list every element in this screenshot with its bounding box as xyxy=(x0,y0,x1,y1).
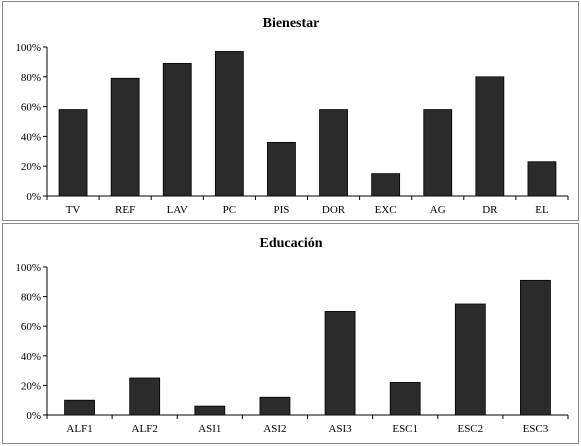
bar-ag xyxy=(423,109,453,197)
x-tick-label: AG xyxy=(430,204,446,216)
chart-panel-bienestar: Bienestar 0% 20% 40% 60% 80% 100% TV REF LAV PC PI… xyxy=(2,1,579,221)
bar-esc3 xyxy=(520,279,551,416)
bienestar-chart: Bienestar 0% 20% 40% 60% 80% 100% TV REF LAV PC PI… xyxy=(15,16,569,216)
bar-asi1 xyxy=(194,405,226,416)
chart-panel-educacion: Educación 0% 20% 40% 60% 80% 100% ALF1 ALF2 ASI1… xyxy=(2,223,579,444)
bar-dr xyxy=(475,76,505,197)
x-tick-label: DOR xyxy=(322,204,346,216)
bar-asi2 xyxy=(259,396,291,416)
y-tick-label: 80% xyxy=(21,72,41,84)
x-tick-label: PIS xyxy=(273,204,289,216)
bar-alf1 xyxy=(64,399,95,416)
y-tick-label: 0% xyxy=(26,410,41,422)
y-tick-label: 80% xyxy=(21,292,41,304)
x-tick-label: EXC xyxy=(375,204,397,216)
x-tick-label: EL xyxy=(535,204,549,216)
bar-pc xyxy=(214,51,244,197)
bar-lav xyxy=(162,62,192,197)
x-tick-label: ALF1 xyxy=(66,423,92,435)
x-tick-label: TV xyxy=(66,204,81,216)
x-tick-label: ALF2 xyxy=(132,423,158,435)
chart-title: Bienestar xyxy=(263,16,320,31)
y-tick-label: 0% xyxy=(26,191,41,203)
x-tick-label: PC xyxy=(223,204,236,216)
x-tick-label: ESC3 xyxy=(523,423,549,435)
chart-title: Educación xyxy=(259,236,322,251)
bar-asi3 xyxy=(324,311,356,416)
bar-esc2 xyxy=(454,303,486,416)
y-tick-label: 60% xyxy=(21,102,41,114)
bar-ref xyxy=(110,77,140,197)
x-tick-label: DR xyxy=(482,204,498,216)
x-tick-label: ASI2 xyxy=(263,423,286,435)
bar-tv xyxy=(58,109,88,197)
y-tick-label: 40% xyxy=(21,351,41,363)
x-tick-label: ESC1 xyxy=(392,423,418,435)
bar-el xyxy=(527,161,557,197)
x-tick-label: ESC2 xyxy=(457,423,483,435)
x-tick-label: LAV xyxy=(167,204,188,216)
y-tick-label: 20% xyxy=(21,161,41,173)
bar-exc xyxy=(371,173,401,197)
x-tick-label: ASI1 xyxy=(198,423,221,435)
y-tick-label: 40% xyxy=(21,131,41,143)
bar-dor xyxy=(319,109,348,197)
educacion-chart: Educación 0% 20% 40% 60% 80% 100% ALF1 ALF2 ASI1… xyxy=(15,236,569,435)
y-tick-label: 100% xyxy=(15,42,41,54)
y-tick-label: 60% xyxy=(21,321,41,333)
bar-alf2 xyxy=(129,377,161,416)
x-tick-label: REF xyxy=(115,204,135,216)
y-tick-label: 20% xyxy=(21,380,41,392)
y-tick-label: 100% xyxy=(15,262,41,274)
bar-pis xyxy=(267,141,296,197)
x-tick-label: ASI3 xyxy=(328,423,352,435)
bar-esc1 xyxy=(389,382,421,416)
